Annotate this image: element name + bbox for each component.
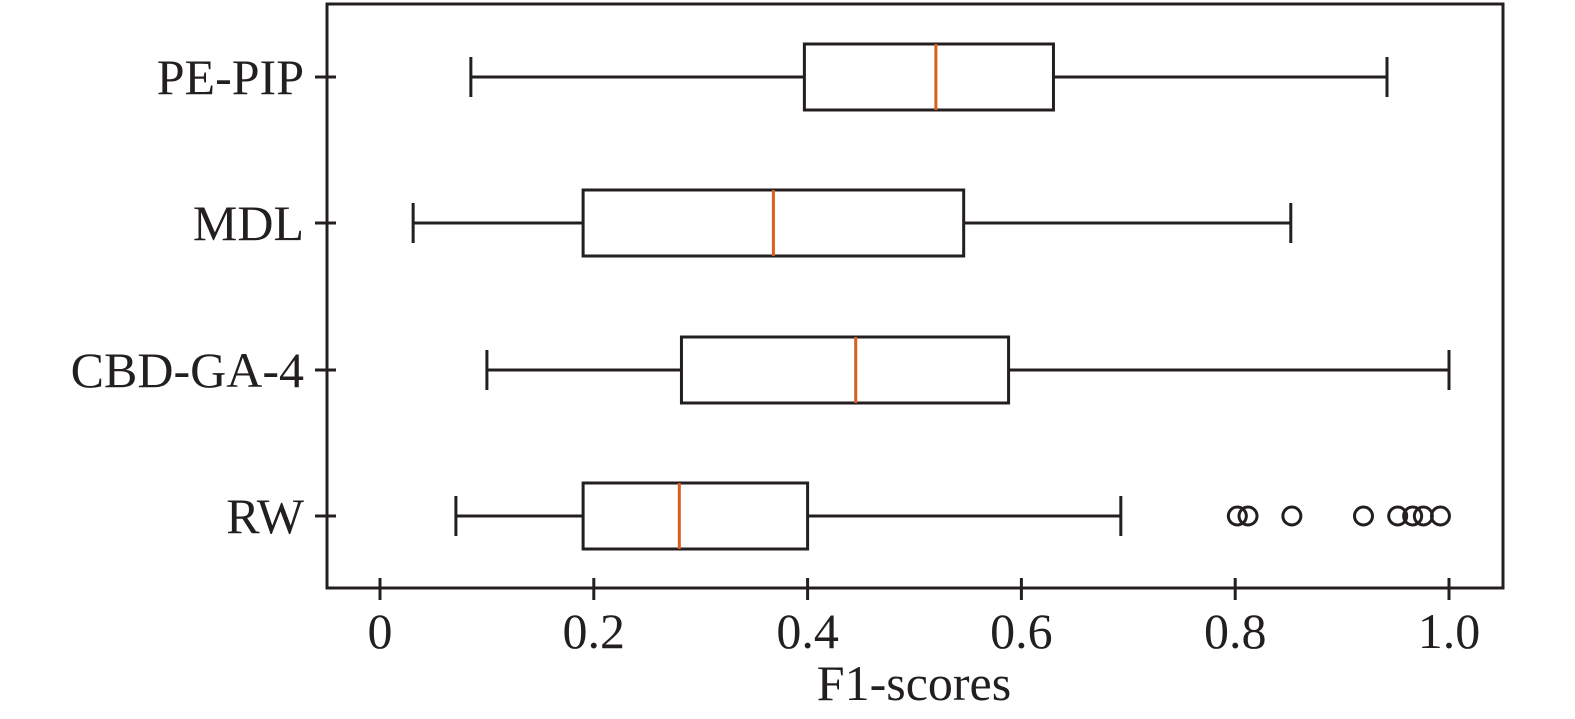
y-tick-label-mdl: MDL	[193, 195, 304, 251]
x-tick-label-2: 0.4	[776, 603, 839, 659]
outlier-rw-0	[1226, 505, 1248, 527]
x-tick-label-3: 0.6	[990, 603, 1053, 659]
outlier-rw-4	[1387, 505, 1409, 527]
outlier-rw-2	[1281, 505, 1303, 527]
box-cbd-ga-4	[679, 335, 1011, 405]
outlier-rw-5	[1402, 505, 1424, 527]
box-group-cbd-ga-4	[485, 335, 1451, 405]
outlier-rw-6	[1412, 505, 1434, 527]
x-tick-label-1: 0.2	[563, 603, 626, 659]
outlier-rw-1	[1237, 505, 1259, 527]
y-tick-label-cbd-ga-4: CBD-GA-4	[71, 342, 304, 398]
outlier-rw-3	[1352, 505, 1374, 527]
x-tick-label-0: 0	[368, 603, 393, 659]
plot-frame	[325, 2, 1505, 590]
x-axis: 0 0.2 0.4 0.6 0.8 1.0	[368, 578, 1481, 659]
y-axis: PE-PIP MDL CBD-GA-4 RW	[71, 49, 336, 544]
box-group-mdl	[411, 188, 1293, 258]
outlier-rw-7	[1429, 505, 1451, 527]
y-tick-label-rw: RW	[226, 488, 305, 544]
box-rw	[581, 481, 810, 551]
box-pe-pip	[802, 42, 1055, 112]
y-tick-label-pe-pip: PE-PIP	[157, 49, 304, 105]
box-group-rw	[454, 481, 1451, 551]
x-tick-label-4: 0.8	[1204, 603, 1267, 659]
x-tick-label-5: 1.0	[1418, 603, 1481, 659]
x-axis-title: F1-scores	[817, 655, 1011, 711]
box-group-pe-pip	[469, 42, 1389, 112]
plot-marks	[411, 42, 1451, 551]
